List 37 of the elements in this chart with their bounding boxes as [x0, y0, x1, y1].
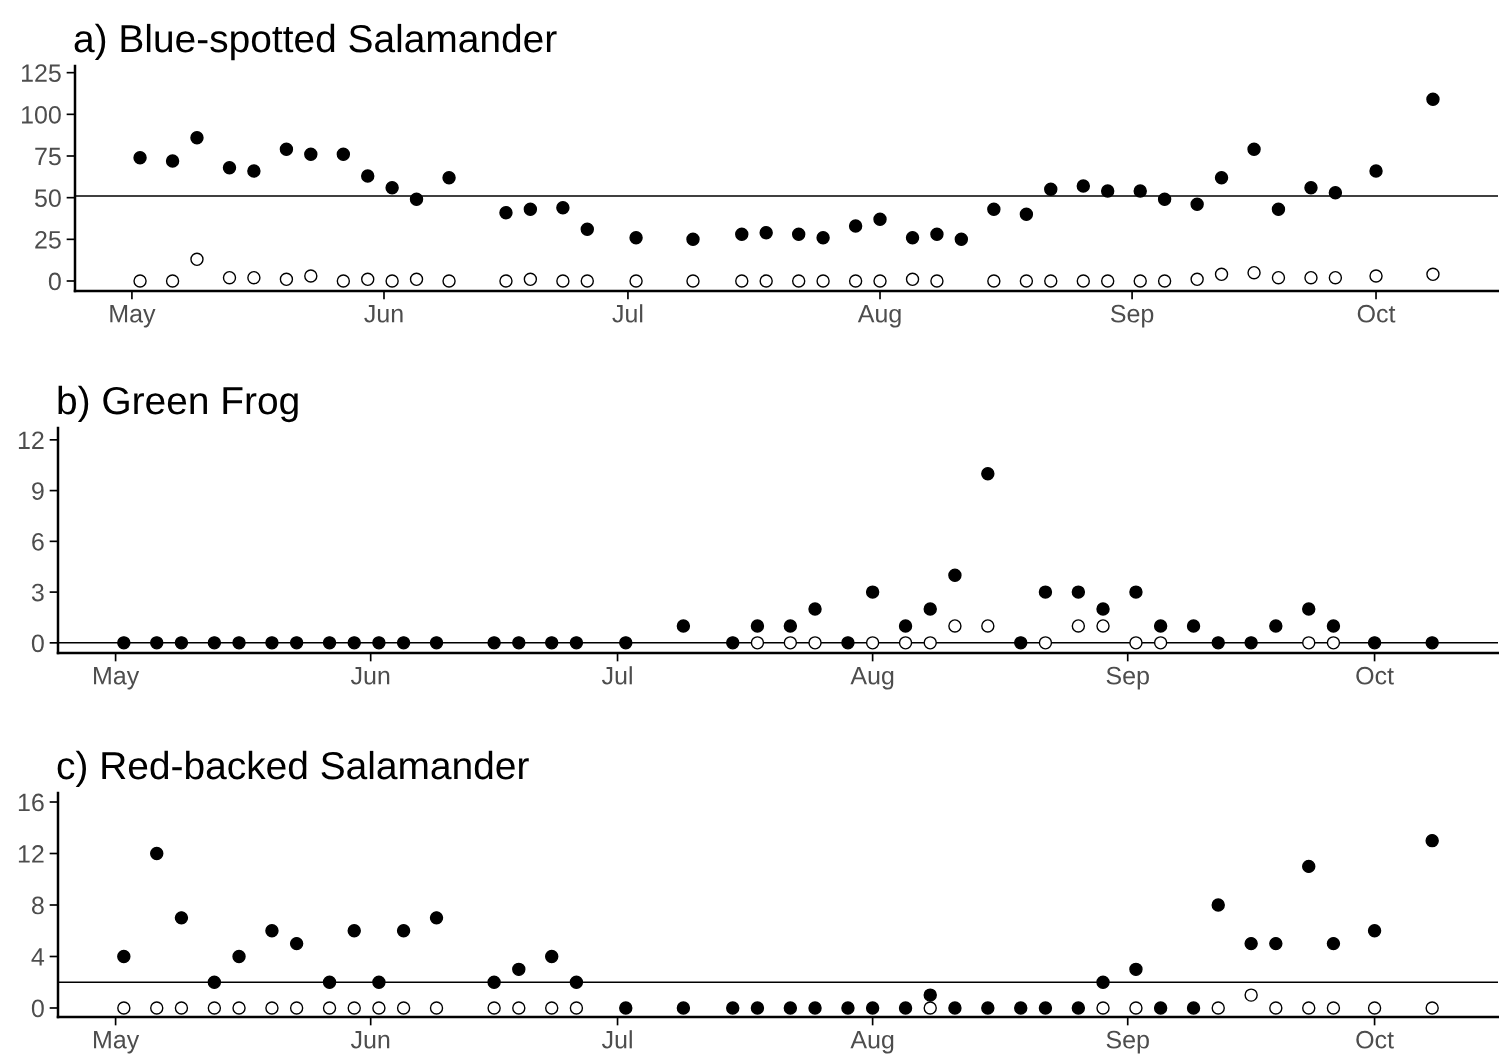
y-tick-label: 12 — [18, 845, 44, 863]
x-tick-label: May — [94, 1031, 140, 1054]
x-tick-label: Jun — [364, 305, 403, 323]
x-tick-label: Jul — [601, 1030, 632, 1049]
y-tick-label: 0 — [31, 999, 44, 1018]
x-tick-label: Aug — [850, 667, 894, 690]
y-tick-label: 0 — [31, 634, 44, 653]
y-tick-label: 9 — [32, 482, 44, 500]
x-tick-label: Jul — [612, 304, 643, 323]
x-tick-label: Oct — [1356, 666, 1394, 685]
chart-title: c) Red-backed Salamander — [57, 750, 529, 788]
y-tick-label: 6 — [32, 532, 44, 551]
x-tick-label: May — [94, 667, 140, 690]
x-tick-label: May — [110, 305, 156, 328]
x-tick-label: Oct — [1357, 304, 1396, 323]
y-tick-label: 75 — [35, 147, 61, 166]
x-tick-label: Sep — [1106, 1030, 1149, 1054]
x-tick-label: Sep — [1110, 304, 1154, 328]
y-tick-label: 25 — [35, 230, 61, 249]
y-tick-label: 100 — [22, 105, 61, 124]
y-tick-label: 3 — [31, 583, 44, 602]
x-tick-label: Jul — [601, 666, 632, 685]
chart-title: a) Blue-spotted Salamander — [74, 23, 557, 61]
y-tick-label: 8 — [31, 896, 44, 915]
y-tick-label: 16 — [18, 793, 44, 812]
y-tick-label: 0 — [48, 272, 61, 291]
chart-title: b) Green Frog — [58, 385, 298, 423]
x-tick-label: Sep — [1106, 666, 1149, 690]
x-tick-label: Oct — [1356, 1030, 1394, 1049]
x-tick-label: Jun — [350, 667, 390, 685]
y-tick-label: 50 — [35, 189, 61, 207]
y-tick-label: 125 — [22, 64, 61, 82]
x-tick-label: Aug — [857, 305, 901, 328]
y-tick-label: 12 — [18, 431, 44, 449]
y-tick-label: 4 — [31, 948, 45, 966]
x-tick-label: Aug — [850, 1031, 894, 1054]
x-tick-label: Jun — [350, 1031, 390, 1049]
